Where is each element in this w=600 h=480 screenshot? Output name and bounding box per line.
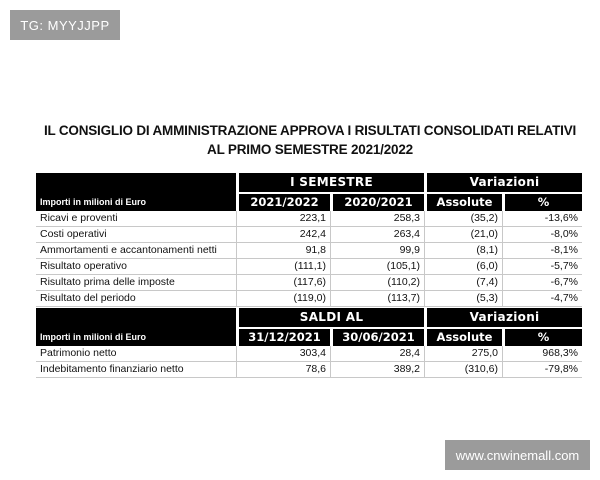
semester-group-header: I SEMESTRE [236,173,425,194]
cell-value: (21,0) [424,227,503,243]
cell-value: 242,4 [236,227,330,243]
cell-value: 263,4 [330,227,425,243]
row-label: Risultato del periodo [36,291,236,307]
watermark-top-left: TG: MYYJJPP [10,10,120,40]
row-label: Costi operativi [36,227,236,243]
row-label: Patrimonio netto [36,346,236,362]
column-header: Assolute [424,329,503,346]
cell-value: (310,6) [424,362,503,378]
cell-value: (5,3) [424,291,503,307]
title-line-1: IL CONSIGLIO DI AMMINISTRAZIONE APPROVA … [43,123,577,138]
cell-value: 223,1 [236,211,330,227]
row-label: Risultato operativo [36,259,236,275]
cell-value: -8,0% [502,227,583,243]
balances-group-header: SALDI AL [236,308,425,329]
table-subheader-row: Importi in milioni di Euro 2021/2022 202… [36,194,583,211]
cell-value: (35,2) [424,211,503,227]
table-row: Ammortamenti e accantonamenti netti 91,8… [36,243,583,259]
column-header: % [502,194,583,211]
watermark-bottom-right: www.cnwinemall.com [445,440,590,470]
cell-value: 968,3% [502,346,583,362]
row-label: Ammortamenti e accantonamenti netti [36,243,236,259]
document-title: IL CONSIGLIO DI AMMINISTRAZIONE APPROVA … [40,121,580,159]
cell-value: (7,4) [424,275,503,291]
column-header: Assolute [424,194,503,211]
table-header-row: I SEMESTRE Variazioni [36,173,583,194]
row-label: Indebitamento finanziario netto [36,362,236,378]
column-header: 2021/2022 [236,194,330,211]
header-corner [36,308,236,329]
cell-value: (117,6) [236,275,330,291]
column-header: % [502,329,583,346]
cell-value: (6,0) [424,259,503,275]
variation-group-header: Variazioni [424,173,583,194]
cell-value: (119,0) [236,291,330,307]
column-header: 30/06/2021 [330,329,425,346]
cell-value: 78,6 [236,362,330,378]
table-row: Patrimonio netto 303,4 28,4 275,0 968,3% [36,346,583,362]
cell-value: -5,7% [502,259,583,275]
cell-value: -79,8% [502,362,583,378]
cell-value: 258,3 [330,211,425,227]
table-row: Indebitamento finanziario netto 78,6 389… [36,362,583,378]
cell-value: -13,6% [502,211,583,227]
cell-value: (105,1) [330,259,425,275]
table-row: Risultato del periodo (119,0) (113,7) (5… [36,291,583,307]
cell-value: 303,4 [236,346,330,362]
balances-table: SALDI AL Variazioni Importi in milioni d… [36,308,583,378]
row-label: Risultato prima delle imposte [36,275,236,291]
row-header-label: Importi in milioni di Euro [36,194,236,211]
cell-value: (110,2) [330,275,425,291]
title-line-2: AL PRIMO SEMESTRE 2021/2022 [207,142,413,157]
semester-results-table: I SEMESTRE Variazioni Importi in milioni… [36,173,583,307]
cell-value: 275,0 [424,346,503,362]
cell-value: -6,7% [502,275,583,291]
table-row: Risultato prima delle imposte (117,6) (1… [36,275,583,291]
cell-value: 389,2 [330,362,425,378]
table-row: Costi operativi 242,4 263,4 (21,0) -8,0% [36,227,583,243]
table-row: Risultato operativo (111,1) (105,1) (6,0… [36,259,583,275]
row-header-label: Importi in milioni di Euro [36,329,236,346]
column-header: 31/12/2021 [236,329,330,346]
cell-value: (111,1) [236,259,330,275]
cell-value: (8,1) [424,243,503,259]
cell-value: 28,4 [330,346,425,362]
cell-value: 91,8 [236,243,330,259]
cell-value: (113,7) [330,291,425,307]
header-corner [36,173,236,194]
cell-value: -8,1% [502,243,583,259]
cell-value: 99,9 [330,243,425,259]
cell-value: -4,7% [502,291,583,307]
table-header-row: SALDI AL Variazioni [36,308,583,329]
row-label: Ricavi e proventi [36,211,236,227]
variation-group-header: Variazioni [424,308,583,329]
column-header: 2020/2021 [330,194,425,211]
table-row: Ricavi e proventi 223,1 258,3 (35,2) -13… [36,211,583,227]
table-subheader-row: Importi in milioni di Euro 31/12/2021 30… [36,329,583,346]
